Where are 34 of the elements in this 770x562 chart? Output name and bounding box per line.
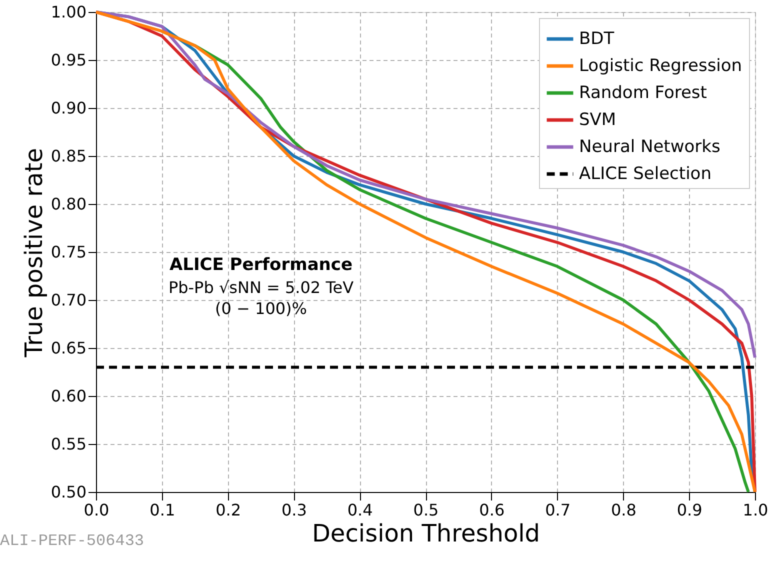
y-tick-label: 0.95: [50, 50, 86, 70]
x-tick-label: 0.9: [676, 500, 702, 520]
x-tick-label: 0.8: [610, 500, 636, 520]
y-tick-label: 0.75: [50, 242, 86, 262]
y-axis-title: True positive rate: [20, 148, 48, 358]
y-tick-label: 1.00: [50, 2, 86, 22]
y-tick-label: 0.60: [50, 386, 86, 406]
y-tick-label: 0.85: [50, 146, 86, 166]
x-axis-title: Decision Threshold: [312, 520, 540, 548]
x-tick-label: 0.5: [413, 500, 439, 520]
x-tick-label: 0.2: [216, 500, 242, 520]
y-tick-label: 0.55: [50, 434, 86, 454]
annotation: Pb-Pb √sNN = 5.02 TeV: [168, 278, 354, 297]
x-tick-label: 0.3: [281, 500, 307, 520]
y-tick-label: 0.70: [50, 290, 86, 310]
legend-label: SVM: [579, 110, 616, 130]
y-tick-label: 0.90: [50, 98, 86, 118]
y-tick-label: 0.50: [50, 482, 86, 502]
legend-label: ALICE Selection: [579, 164, 712, 184]
legend-label: Random Forest: [579, 83, 708, 103]
x-tick-label: 0.6: [479, 500, 505, 520]
x-tick-label: 0.1: [150, 500, 176, 520]
legend-label: Logistic Regression: [579, 56, 742, 76]
text: ALI-PERF-506433: [0, 532, 144, 550]
x-tick-label: 0.4: [347, 500, 373, 520]
x-tick-label: 1.0: [742, 500, 768, 520]
legend-label: BDT: [579, 29, 615, 49]
x-tick-label: 0.7: [545, 500, 571, 520]
y-tick-label: 0.80: [50, 194, 86, 214]
x-tick-label: 0.0: [84, 500, 110, 520]
legend-label: Neural Networks: [579, 137, 720, 157]
annotation: (0 − 100)%: [215, 299, 307, 318]
y-tick-label: 0.65: [50, 338, 86, 358]
annotation: ALICE Performance: [169, 255, 353, 275]
